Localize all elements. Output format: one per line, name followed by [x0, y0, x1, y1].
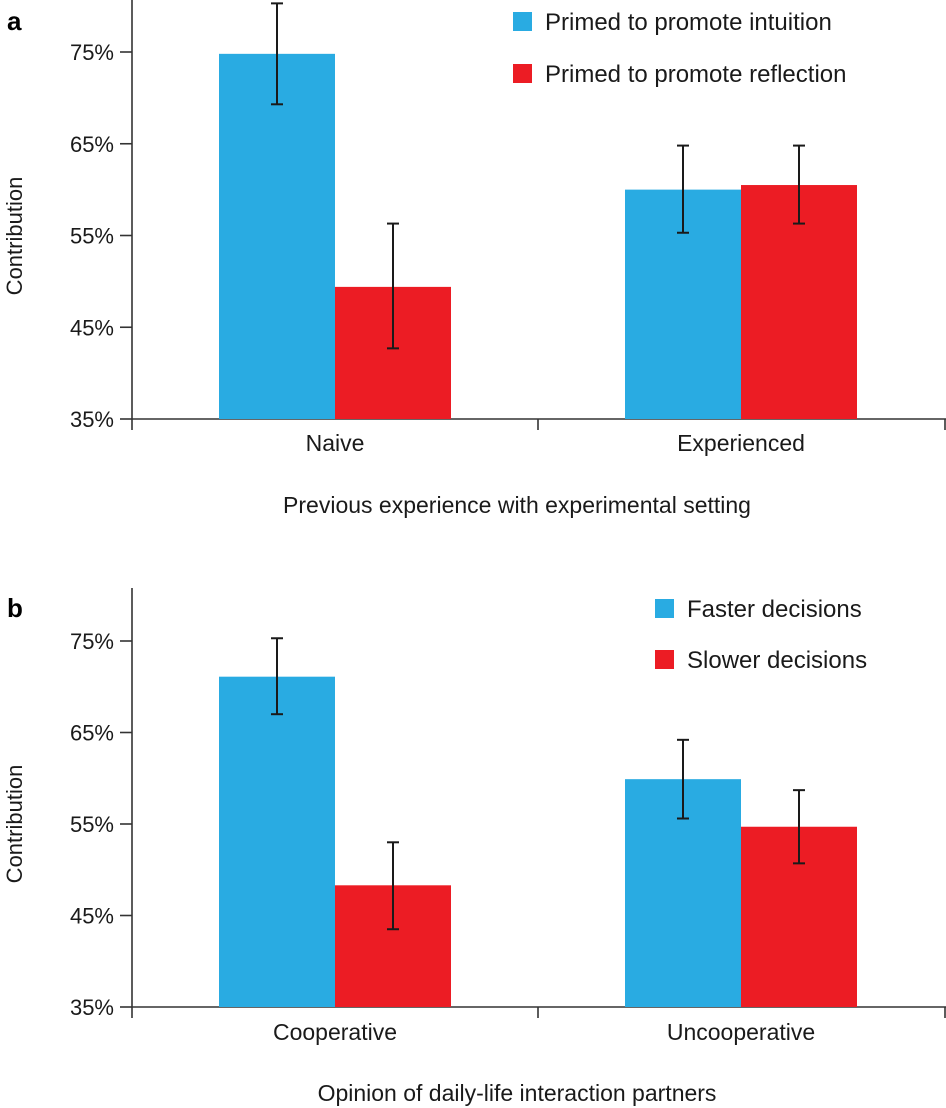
chart-b-error-bar	[793, 789, 805, 865]
chart-b-y-tick-label: 55%	[70, 812, 114, 837]
chart-a-category-label: Naive	[306, 430, 365, 456]
chart-b-y-tick-label: 65%	[70, 721, 114, 746]
chart-b-y-tick-label: 35%	[70, 995, 114, 1020]
chart-a-legend-swatch	[513, 64, 532, 83]
chart-b-y-tick-label: 75%	[70, 629, 114, 654]
chart-a-legend-swatch	[513, 12, 532, 31]
chart-a-error-bar	[677, 144, 689, 234]
chart-b-legend-item: Faster decisions	[655, 596, 862, 623]
chart-a-legend-label: Primed to promote reflection	[545, 61, 846, 88]
chart-a-bar	[219, 53, 335, 420]
chart-a-y-tick-label: 55%	[70, 224, 114, 249]
chart-a-error-bar	[271, 2, 283, 106]
chart-b-legend-swatch	[655, 599, 674, 618]
chart-b-legend-label: Slower decisions	[687, 647, 867, 674]
panel-b-letter: b	[7, 593, 23, 623]
chart-panel-b: 35% 45% 55% 65% 75% Cooperative Uncooperative C…	[2, 588, 946, 1106]
chart-a-legend-item: Primed to promote intuition	[513, 9, 832, 36]
chart-b-legend-swatch	[655, 650, 674, 669]
chart-b-category-label: Uncooperative	[667, 1019, 815, 1045]
chart-a-y-tick-label: 35%	[70, 407, 114, 432]
chart-a-y-axis-title: Contribution	[2, 177, 27, 296]
chart-b-error-bar	[387, 841, 399, 931]
chart-a-legend-label: Primed to promote intuition	[545, 9, 832, 36]
chart-b-x-axis-title: Opinion of daily-life interaction partne…	[318, 1080, 717, 1106]
chart-a-x-axis-title: Previous experience with experimental se…	[283, 492, 751, 518]
chart-b-legend-item: Slower decisions	[655, 647, 867, 674]
chart-b-category-label: Cooperative	[273, 1019, 397, 1045]
chart-b-y-tick-label: 45%	[70, 904, 114, 929]
chart-a-y-tick-label: 75%	[70, 40, 114, 65]
chart-b-error-bar	[271, 637, 283, 716]
chart-b-legend-label: Faster decisions	[687, 596, 862, 623]
chart-a-category-label: Experienced	[677, 430, 805, 456]
chart-b-error-bar	[677, 738, 689, 820]
chart-panel-a: 35% 45% 55% 65% 75% Naive Experienced Contribut…	[2, 0, 946, 518]
chart-a-error-bar	[387, 222, 399, 350]
chart-b-y-axis-title: Contribution	[2, 765, 27, 884]
chart-a-y-tick-label: 65%	[70, 132, 114, 157]
chart-b-bar	[219, 676, 335, 1007]
chart-a-y-tick-label: 45%	[70, 315, 114, 340]
panel-a-letter: a	[7, 6, 22, 36]
chart-a-legend-item: Primed to promote reflection	[513, 61, 846, 88]
chart-a-error-bar	[793, 144, 805, 225]
